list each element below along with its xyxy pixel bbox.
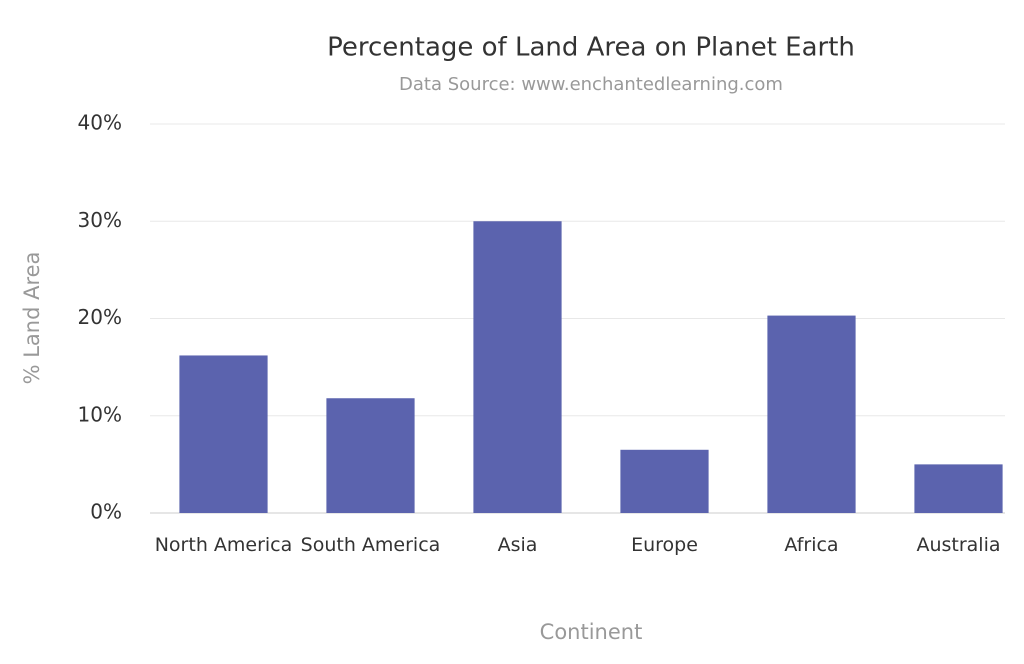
chart-subtitle: Data Source: www.enchantedlearning.com: [399, 74, 783, 95]
bar: [326, 398, 415, 513]
y-tick-label: 0%: [90, 500, 122, 524]
bar: [767, 315, 856, 513]
x-tick-label: North America: [154, 534, 293, 556]
x-tick-label: South America: [300, 534, 441, 556]
bar: [620, 449, 709, 513]
bar: [179, 355, 268, 513]
x-tick-label: Africa: [784, 534, 839, 556]
y-tick-label: 30%: [78, 208, 122, 232]
chart-title: Percentage of Land Area on Planet Earth: [327, 33, 855, 63]
bar: [914, 464, 1003, 513]
x-tick-label: Europe: [631, 534, 698, 556]
y-tick-label: 10%: [78, 402, 122, 426]
x-axis-label: Continent: [540, 620, 643, 644]
y-tick-label: 40%: [78, 111, 122, 135]
y-tick-label: 20%: [78, 305, 122, 329]
y-axis-label: % Land Area: [20, 252, 44, 385]
x-tick-label: Australia: [916, 534, 1001, 556]
bar: [473, 221, 562, 513]
x-tick-label: Asia: [497, 534, 538, 556]
